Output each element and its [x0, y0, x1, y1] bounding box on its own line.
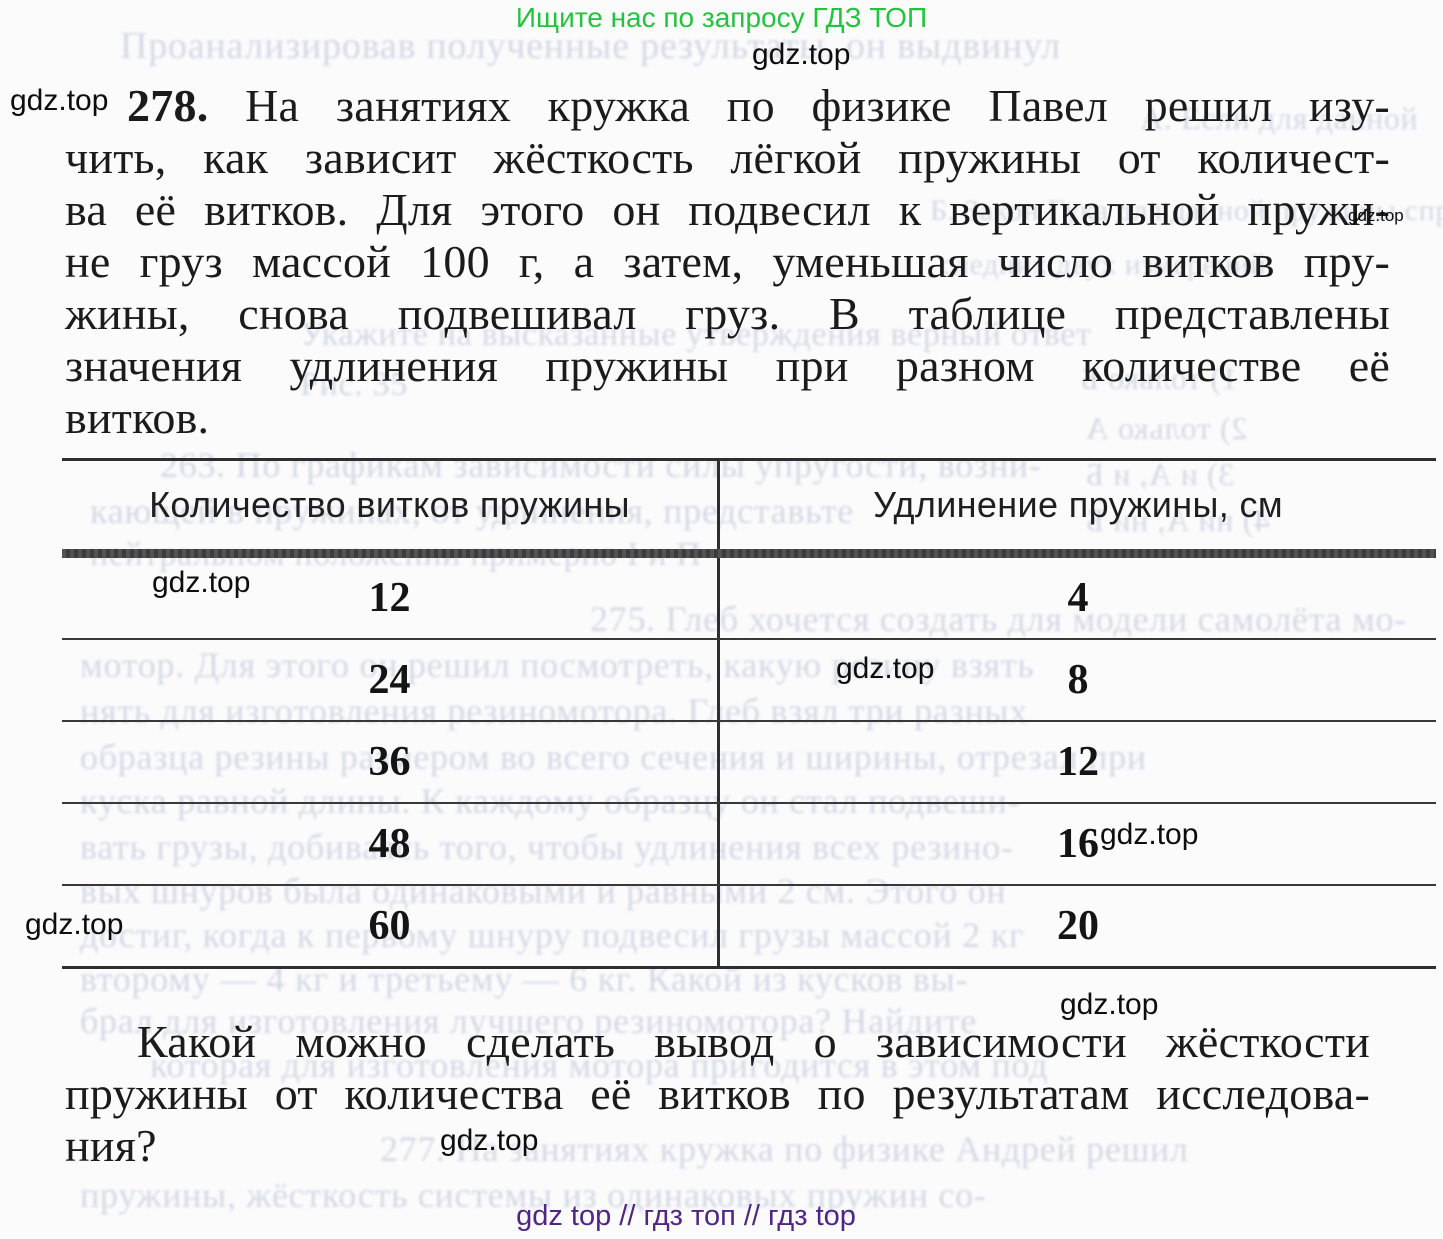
watermark-gdz-top: gdz.top [25, 908, 124, 941]
bleedthrough-line: 277. На занятиях кружка по физике Андрей… [380, 1129, 1189, 1169]
bleedthrough-line: А. Если для данной [1140, 100, 1419, 136]
bleedthrough-line: 263. По графикам зависимости силы упруго… [160, 445, 1042, 485]
elongation-value: 12 [1057, 739, 1099, 785]
elongation-value: 16 [1057, 821, 1099, 867]
question-line: ния? [65, 1120, 157, 1171]
table-row: 48 16 [62, 804, 1436, 886]
bleedthrough-line: нять для изготовления резиномотора. Глеб… [80, 691, 1029, 731]
watermark-gdz-top: gdz.top [10, 84, 109, 117]
question-line: пружины от количества её витков по резул… [65, 1068, 1370, 1119]
spring-data-table: Количество витков пружины Удлинение пруж… [62, 458, 1436, 969]
statement-line: витков. [65, 392, 210, 443]
bleedthrough-line: 275. Глеб хочется создать для модели сам… [590, 599, 1407, 639]
watermark-gdz-top: gdz.top [440, 1124, 539, 1157]
bleedthrough-line: следних двух измерений [940, 248, 1267, 281]
bleedthrough-line: кающей в пружинах, от удлинения, предста… [90, 491, 855, 531]
statement-line: значения удлинения пружины при разном ко… [65, 340, 1390, 391]
bleedthrough-line: Б. Закон Гука для данной пружины справед… [930, 194, 1443, 227]
coils-value: 48 [62, 804, 720, 884]
watermark-gdz-top: gdz.top [836, 652, 935, 685]
bleedthrough-line: Укажите на высказанные утверждения верны… [300, 316, 1092, 353]
statement-line: жины, снова подвешивал груз. В таблице п… [65, 288, 1390, 339]
elongation-value: 8 [1067, 657, 1089, 703]
statement-line: 278. На занятиях кружка по физике Павел … [127, 80, 1390, 131]
table-row: 24 8 [62, 640, 1436, 722]
watermark-gdz-top: gdz.top [752, 38, 851, 71]
watermark-gdz-top: gdz.top [1060, 988, 1159, 1021]
coils-value: 12 [62, 558, 720, 638]
watermark-gdz-top: gdz.top [152, 566, 251, 599]
bleedthrough-line: пружины, жёсткость системы из одинаковых… [80, 1175, 987, 1215]
problem-question: Какой можно сделать вывод о зависимости … [65, 1016, 1370, 1172]
statement-line: не груз массой 100 г, а затем, уменьшая … [65, 236, 1390, 287]
statement-line: ва её витков. Для этого он подвесил к ве… [65, 184, 1390, 235]
bleedthrough-line: куска равной длины. К каждому образцу он… [80, 781, 1021, 821]
bleedthrough-line: Проанализировав полученные результаты, о… [120, 25, 1061, 67]
coils-value: 24 [62, 640, 720, 720]
problem-statement: 278. На занятиях кружка по физике Павел … [65, 80, 1390, 444]
bleedthrough-line: достиг, когда к первому шнуру подвесил г… [80, 915, 1025, 955]
bleedthrough-line: мотор. Для этого он решил посмотреть, ка… [80, 645, 1035, 685]
bleedthrough-line: вых шнуров была одинаковыми и равными 2 … [80, 871, 1007, 911]
table-row: 12 4 [62, 558, 1436, 640]
table-header-elongation: Удлинение пружины, см [873, 484, 1283, 525]
table-header-coils: Количество витков пружины [62, 461, 720, 549]
bleedthrough-line: брал для изготовления лучшего резиномото… [80, 1001, 978, 1041]
watermark-gdz-top: gdz.top [1348, 206, 1404, 225]
coils-value: 36 [62, 722, 720, 802]
watermark-gdz-top: gdz.top [1100, 818, 1199, 851]
table-row: 36 12 [62, 722, 1436, 804]
bleedthrough-line: второму — 4 кг и третьему — 6 кг. Какой … [80, 959, 969, 999]
table-thick-rule [62, 549, 1436, 558]
elongation-value: 20 [1057, 903, 1099, 949]
statement-line: чить, как зависит жёсткость лёгкой пружи… [65, 132, 1390, 183]
coils-value: 60 [62, 886, 720, 966]
bleedthrough-line: образца резины размером во всего сечения… [80, 737, 1147, 777]
elongation-value: 4 [1067, 575, 1089, 621]
table-row: 60 20 [62, 886, 1436, 966]
promo-banner-top: Ищите нас по запросу ГДЗ ТОП [515, 2, 928, 33]
promo-banner-bottom: gdz top // гдз топ // гдз top [516, 1200, 856, 1232]
bleedthrough-line: Рис. 35 [300, 366, 408, 403]
table-header-row: Количество витков пружины Удлинение пруж… [62, 461, 1436, 549]
bleedthrough-line: которая для изготовления мотора пригодит… [150, 1045, 1049, 1085]
bleedthrough-line: вать грузы, добиваясь того, чтобы удлине… [80, 827, 1014, 867]
problem-number: 278. [127, 80, 209, 131]
question-line: Какой можно сделать вывод о зависимости … [137, 1016, 1370, 1067]
